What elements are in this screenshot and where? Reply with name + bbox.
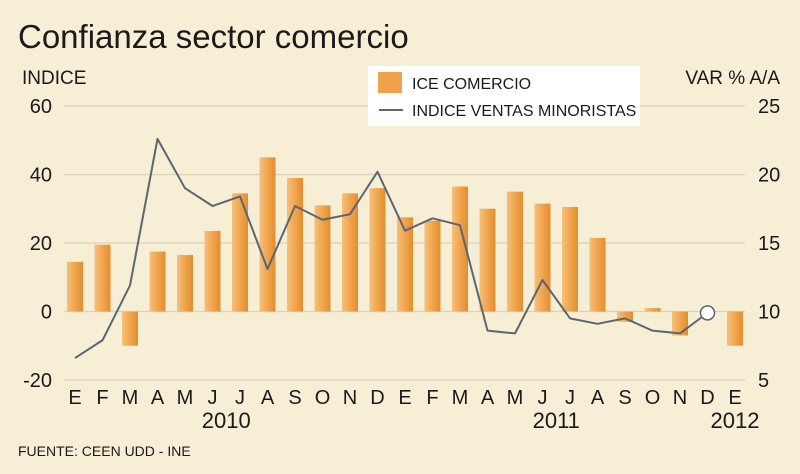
legend-label-ice-comercio: ICE COMERCIO bbox=[412, 76, 531, 93]
right-tick-label: 10 bbox=[758, 302, 780, 324]
legend-swatch-ice-comercio bbox=[378, 72, 402, 93]
left-tick-label: -20 bbox=[23, 370, 52, 392]
year-label: 2010 bbox=[202, 408, 251, 433]
left-tick-label: 60 bbox=[30, 96, 52, 118]
bar bbox=[589, 237, 606, 312]
month-label: E bbox=[728, 387, 741, 409]
series-line bbox=[74, 137, 709, 359]
right-tick-label: 15 bbox=[758, 233, 780, 255]
bar bbox=[342, 193, 358, 312]
left-tick-label: 40 bbox=[30, 165, 52, 187]
left-axis-label: INDICE bbox=[22, 68, 86, 89]
right-tick-label: 20 bbox=[758, 165, 780, 187]
month-label: A bbox=[261, 387, 275, 409]
bar bbox=[94, 244, 111, 312]
month-label: J bbox=[235, 387, 245, 409]
bar bbox=[67, 261, 83, 312]
month-label: F bbox=[96, 387, 108, 409]
left-axis-ticks: 60 40 20 0 -20 bbox=[23, 96, 52, 392]
bar bbox=[314, 205, 331, 312]
month-label: A bbox=[151, 387, 165, 409]
bar bbox=[232, 193, 248, 312]
month-label: N bbox=[343, 387, 357, 409]
bar bbox=[617, 311, 633, 322]
bar bbox=[727, 311, 743, 346]
bar bbox=[534, 203, 551, 312]
month-label: J bbox=[565, 387, 575, 409]
month-label: O bbox=[645, 387, 661, 409]
left-tick-label: 20 bbox=[30, 233, 52, 255]
bar bbox=[452, 186, 468, 312]
month-label: M bbox=[452, 387, 469, 409]
month-label: E bbox=[398, 387, 411, 409]
month-label: J bbox=[208, 387, 218, 409]
month-label: D bbox=[700, 387, 714, 409]
bar bbox=[397, 217, 413, 312]
bar bbox=[122, 311, 138, 346]
year-labels: 2010 2011 2012 bbox=[202, 408, 760, 433]
left-tick-label: 0 bbox=[41, 302, 52, 324]
chart-title: Confianza sector comercio bbox=[18, 18, 409, 55]
bar bbox=[644, 308, 661, 312]
bar bbox=[369, 188, 386, 312]
month-label: N bbox=[673, 387, 687, 409]
month-label: S bbox=[288, 387, 301, 409]
month-label: O bbox=[315, 387, 331, 409]
bar bbox=[259, 157, 276, 312]
month-label: D bbox=[370, 387, 384, 409]
bar bbox=[479, 208, 496, 312]
bar bbox=[424, 220, 441, 312]
bar bbox=[562, 207, 578, 312]
bar-series-ice-comercio bbox=[67, 157, 743, 346]
year-label: 2012 bbox=[711, 408, 760, 433]
month-label: M bbox=[507, 387, 524, 409]
right-tick-label: 25 bbox=[758, 96, 780, 118]
source-note: FUENTE: CEEN UDD - INE bbox=[18, 443, 191, 459]
legend: ICE COMERCIO INDICE VENTAS MINORISTAS bbox=[368, 66, 640, 126]
line-series-indice-ventas bbox=[74, 137, 716, 359]
month-label: F bbox=[426, 387, 438, 409]
legend-label-indice-ventas: INDICE VENTAS MINORISTAS bbox=[412, 103, 636, 120]
month-label: M bbox=[122, 387, 139, 409]
bar bbox=[204, 231, 221, 312]
right-axis-ticks: 25 20 15 10 5 bbox=[758, 96, 780, 392]
month-label: E bbox=[68, 387, 81, 409]
month-label: S bbox=[618, 387, 631, 409]
month-label: M bbox=[177, 387, 194, 409]
legend-box bbox=[368, 66, 640, 126]
month-label: A bbox=[481, 387, 495, 409]
right-tick-label: 5 bbox=[758, 370, 769, 392]
month-label: A bbox=[591, 387, 605, 409]
bar bbox=[287, 177, 303, 312]
bar bbox=[177, 254, 193, 312]
month-label: J bbox=[538, 387, 548, 409]
year-label: 2011 bbox=[533, 408, 580, 433]
bar bbox=[149, 251, 166, 312]
right-axis-label: VAR % A/A bbox=[685, 68, 780, 89]
last-point-marker bbox=[699, 305, 716, 321]
bar bbox=[507, 191, 523, 312]
